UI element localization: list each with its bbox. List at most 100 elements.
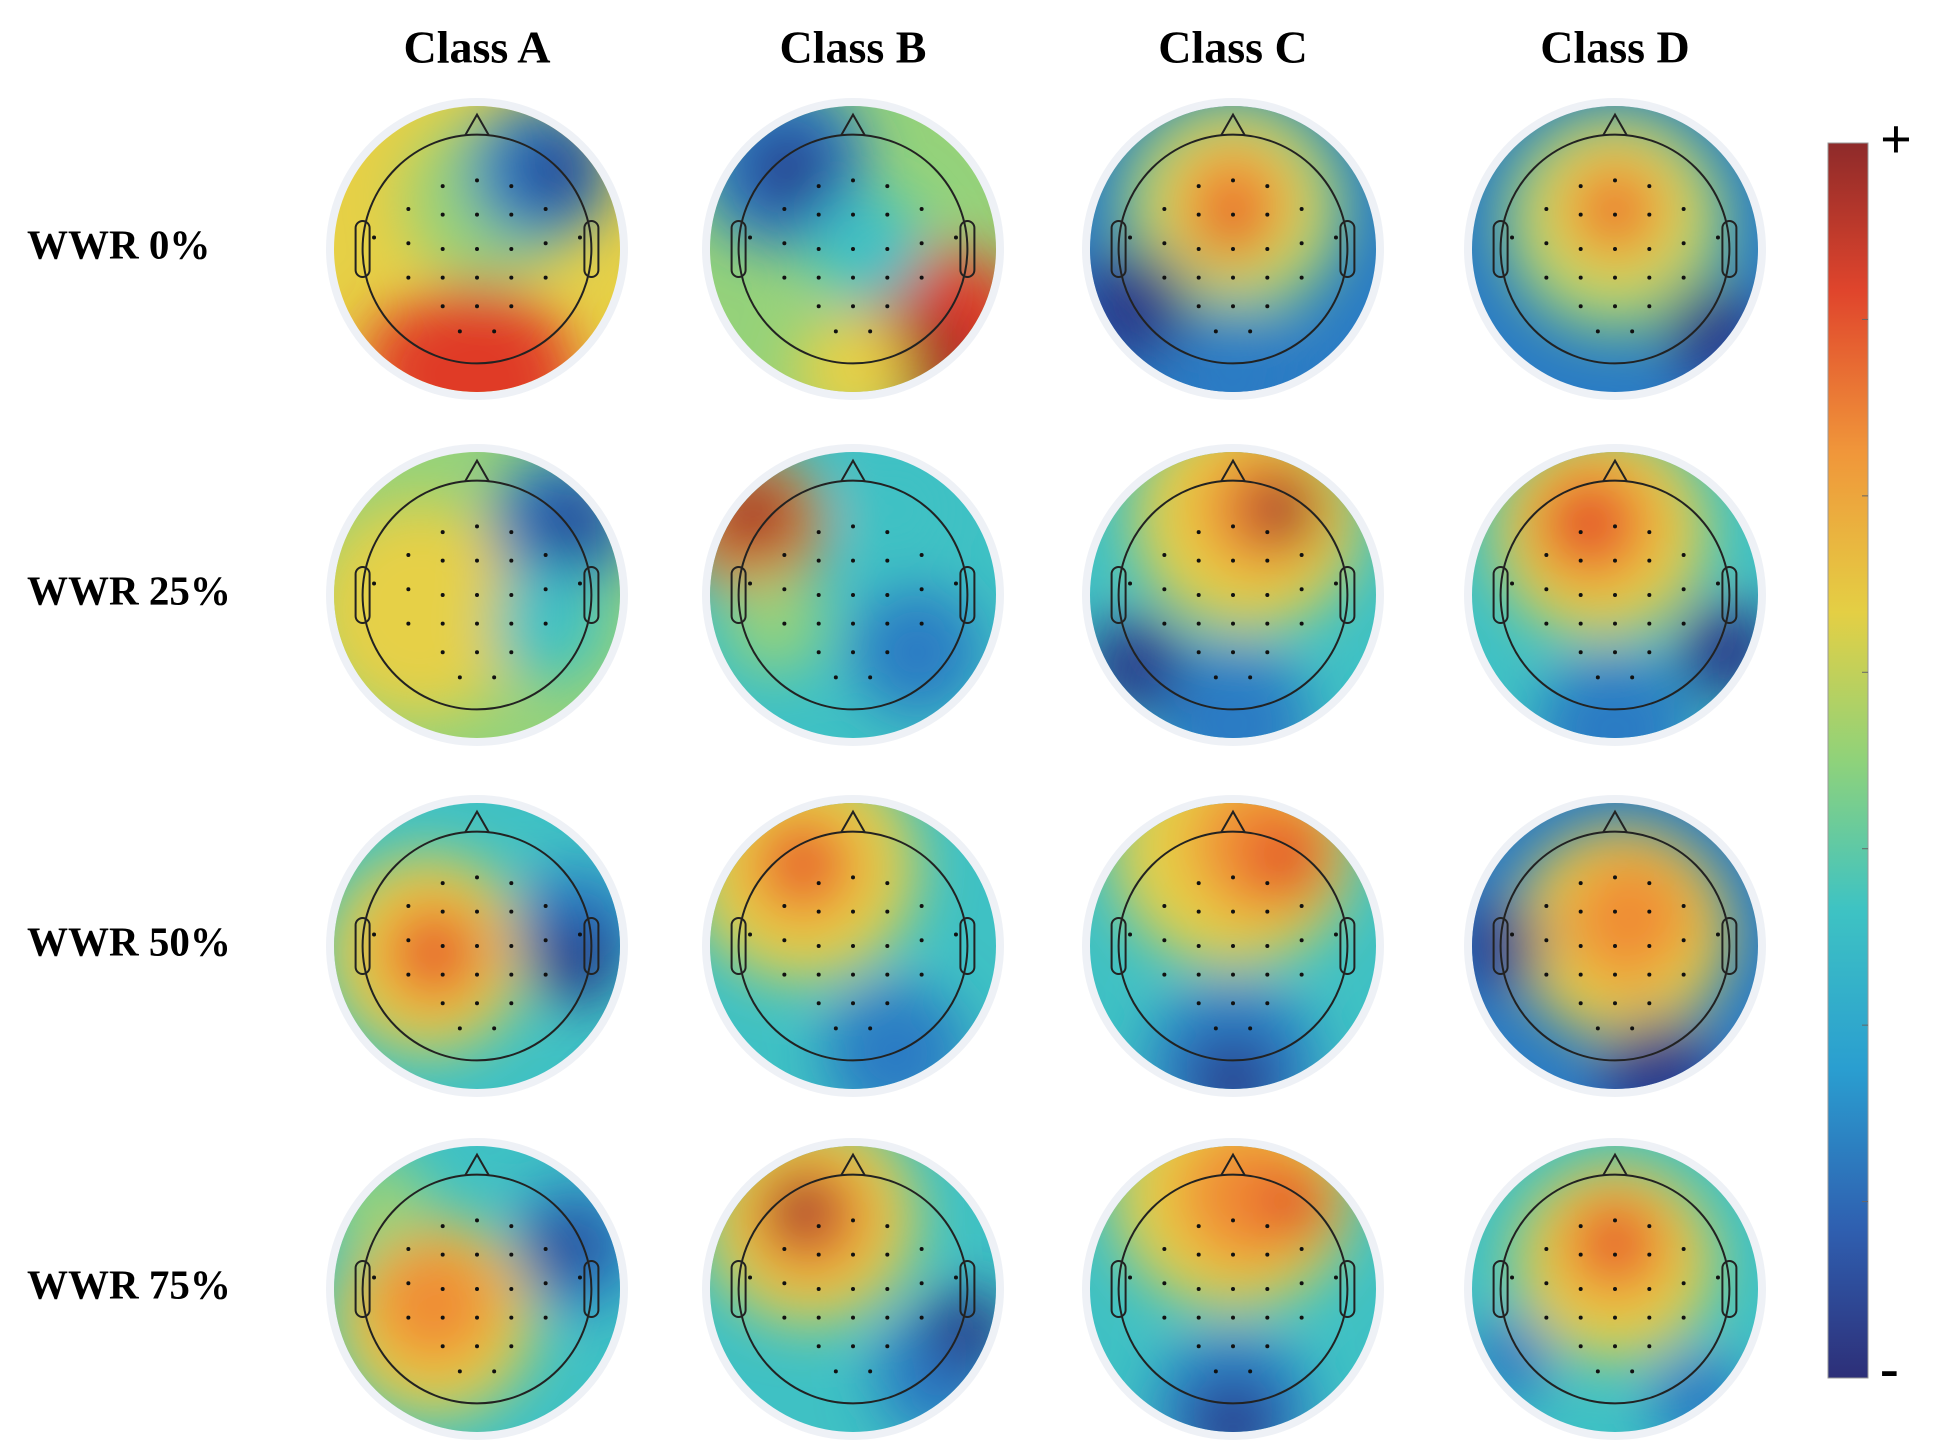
head-outline: [737, 133, 969, 365]
electrode: [1510, 235, 1515, 240]
electrode: [543, 621, 548, 626]
electrode: [1196, 304, 1201, 309]
topomap: [1082, 795, 1384, 1097]
topomap: [1464, 444, 1766, 746]
electrode: [440, 1224, 445, 1229]
electrode: [1333, 1275, 1338, 1280]
head-outline: [737, 479, 969, 711]
electrode: [1265, 650, 1270, 655]
electrode: [851, 621, 855, 626]
electrode: [851, 1218, 855, 1223]
electrode: [1162, 621, 1167, 626]
row-label: WWR 50%: [27, 918, 231, 964]
electrode: [816, 972, 821, 977]
map-blob: [1190, 1038, 1276, 1089]
electrode: [1265, 1224, 1270, 1229]
nose: [464, 809, 490, 834]
head-outline: [1117, 479, 1349, 711]
electrode: [1647, 304, 1652, 309]
electrode: [1248, 675, 1253, 680]
ear: [354, 917, 371, 975]
electrode: [1578, 1001, 1583, 1006]
electrode: [475, 1001, 479, 1006]
electrode: [1265, 881, 1270, 886]
electrode: [885, 212, 890, 217]
ear: [1721, 220, 1738, 278]
electrode: [406, 903, 411, 908]
electrode: [1196, 184, 1201, 189]
electrode: [1231, 1287, 1235, 1291]
electrode: [851, 972, 855, 977]
electrode: [1265, 909, 1270, 914]
electrode: [440, 184, 445, 189]
electrode: [1613, 1218, 1617, 1223]
map-blob: [1247, 473, 1319, 545]
map-blobs: [334, 452, 620, 717]
electrode: [1578, 650, 1583, 655]
nose: [1602, 112, 1628, 137]
electrode: [1613, 1315, 1617, 1320]
nose: [1602, 809, 1628, 834]
electrode: [475, 178, 479, 183]
electrode: [440, 275, 445, 280]
ear: [730, 917, 747, 975]
electrode: [1265, 944, 1270, 948]
topomap: [702, 795, 1004, 1097]
map-blob: [767, 1174, 839, 1247]
topomap: [1464, 795, 1766, 1097]
electrode: [1265, 212, 1270, 217]
electrode: [543, 552, 548, 557]
electrode: [816, 1252, 821, 1257]
map-blobs: [1472, 1160, 1751, 1432]
electrode: [851, 304, 855, 309]
electrode: [1248, 329, 1253, 334]
electrode: [851, 212, 855, 217]
electrode: [543, 587, 548, 592]
column-header: Class A: [404, 22, 551, 73]
electrode: [1299, 587, 1304, 592]
electrode: [1544, 972, 1549, 977]
map-blob: [824, 981, 968, 1089]
electrode: [1265, 1344, 1270, 1349]
ear: [1721, 917, 1738, 975]
electrode: [851, 1001, 855, 1006]
electrode: [475, 247, 479, 251]
electrode: [372, 1275, 377, 1280]
head-outline: [1499, 1173, 1731, 1405]
electrode: [1299, 552, 1304, 557]
electrode: [1647, 1344, 1652, 1349]
ear: [959, 1260, 976, 1318]
electrode: [1299, 1281, 1304, 1286]
electrode: [1613, 275, 1617, 280]
electrode: [1196, 1287, 1201, 1291]
topomap: [326, 1138, 628, 1440]
electrode: [509, 247, 514, 251]
electrode: [509, 275, 514, 280]
nose: [840, 112, 866, 137]
electrode: [851, 944, 855, 948]
electrode: [1647, 944, 1652, 948]
electrode: [816, 1001, 821, 1006]
map-blob: [810, 191, 925, 307]
map-blob: [1204, 198, 1262, 257]
electrode: [1715, 581, 1720, 586]
electrode: [1196, 1224, 1201, 1229]
electrode: [1681, 241, 1686, 246]
electrode: [851, 524, 855, 529]
electrode: [492, 1026, 497, 1031]
electrode: [1578, 944, 1583, 948]
map-blob: [1261, 1167, 1334, 1239]
map-blobs: [1493, 452, 1758, 738]
electrode: [885, 275, 890, 280]
electrode: [1231, 178, 1235, 183]
electrode: [1196, 1344, 1201, 1349]
electrode: [885, 558, 890, 563]
electrode: [475, 524, 479, 529]
electrode: [1613, 558, 1617, 563]
electrode: [851, 650, 855, 655]
ear: [1339, 220, 1356, 278]
topomap: [326, 98, 628, 400]
map-blob: [534, 487, 606, 560]
electrode: [1231, 593, 1235, 597]
